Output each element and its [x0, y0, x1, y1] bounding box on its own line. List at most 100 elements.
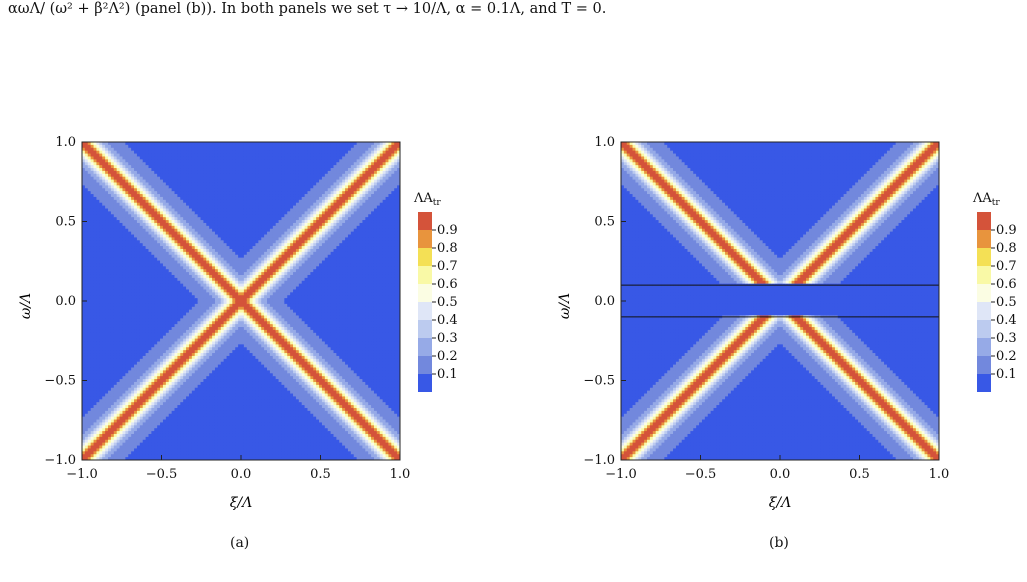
heatmap-cell [200, 251, 205, 256]
heatmap-cell [105, 165, 109, 169]
heatmap-cell [128, 159, 132, 163]
heatmap-cell [136, 407, 141, 412]
heatmap-cell [154, 162, 158, 166]
heatmap-cell [191, 240, 196, 244]
heatmap-cell [206, 142, 210, 146]
heatmap-cell [82, 153, 86, 158]
heatmap-cell [122, 199, 126, 204]
heatmap-cell [102, 165, 106, 169]
heatmap-cell [157, 199, 161, 204]
heatmap-cell [93, 286, 98, 291]
heatmap-cell [212, 240, 216, 244]
heatmap-cell [186, 347, 190, 351]
heatmap-cell [212, 263, 216, 267]
heatmap-cell [90, 162, 95, 166]
heatmap-cell [209, 436, 213, 441]
heatmap-cell [209, 355, 213, 360]
heatmap-cell [113, 390, 118, 395]
heatmap-cell [96, 329, 100, 334]
heatmap-cell [186, 355, 190, 360]
heatmap-cell [171, 393, 176, 397]
heatmap-cell [142, 185, 147, 189]
heatmap-cell [145, 144, 150, 149]
heatmap-cell [90, 217, 95, 221]
heatmap-cell [186, 211, 190, 215]
heatmap-cell [157, 228, 161, 233]
heatmap-cell [162, 448, 167, 452]
heatmap-cell [197, 376, 202, 380]
heatmap-cell [125, 425, 129, 429]
heatmap-cell [82, 315, 86, 319]
heatmap-cell [165, 422, 170, 426]
heatmap-cell [203, 416, 207, 421]
heatmap-cell [206, 234, 210, 238]
heatmap-cell [194, 240, 199, 244]
heatmap-cell [148, 341, 152, 345]
heatmap-cell [134, 410, 138, 415]
heatmap-cell [177, 231, 181, 236]
heatmap-cell [139, 312, 144, 317]
heatmap-cell [203, 433, 207, 438]
heatmap-cell [116, 214, 121, 218]
heatmap-cell [108, 217, 112, 221]
heatmap-cell [203, 208, 207, 212]
heatmap-cell [151, 303, 155, 308]
heatmap-cell [116, 248, 121, 253]
heatmap-cell [209, 292, 213, 296]
heatmap-cell [180, 315, 184, 319]
heatmap-cell [102, 150, 106, 155]
heatmap-cell [116, 188, 121, 192]
heatmap-cell [174, 303, 178, 308]
heatmap-cell [200, 266, 205, 270]
heatmap-cell [119, 422, 124, 426]
heatmap-cell [136, 327, 141, 331]
heatmap-cell [200, 170, 205, 175]
heatmap-cell [171, 410, 176, 415]
heatmap-cell [136, 381, 141, 386]
heatmap-cell [93, 298, 98, 302]
heatmap-cell [165, 309, 170, 314]
heatmap-cell [157, 373, 161, 377]
heatmap-cell [206, 367, 210, 371]
heatmap-cell [197, 413, 202, 418]
heatmap-cell [183, 422, 187, 426]
heatmap-cell [102, 454, 106, 458]
heatmap-cell [142, 274, 147, 279]
heatmap-cell [171, 445, 176, 450]
heatmap-cell [142, 358, 147, 363]
heatmap-cell [162, 361, 167, 366]
heatmap-cell [165, 358, 170, 363]
heatmap-cell [84, 144, 89, 149]
heatmap-cell [186, 231, 190, 236]
heatmap-cell [177, 303, 181, 308]
heatmap-cell [108, 361, 112, 366]
heatmap-cell [82, 405, 86, 409]
heatmap-cell [160, 269, 164, 273]
heatmap-cell [157, 237, 161, 241]
heatmap-cell [125, 283, 129, 288]
heatmap-cell [102, 387, 106, 392]
heatmap-cell [128, 425, 132, 429]
heatmap-cell [162, 202, 167, 207]
heatmap-cell [200, 179, 205, 184]
heatmap-cell [171, 413, 176, 418]
heatmap-cell [165, 225, 170, 230]
heatmap-cell [209, 445, 213, 450]
heatmap-cell [96, 324, 100, 328]
heatmap-cell [171, 457, 176, 460]
heatmap-cell [168, 274, 173, 279]
heatmap-cell [128, 194, 132, 198]
heatmap-cell [119, 358, 124, 363]
heatmap-cell [200, 188, 205, 192]
heatmap-cell [203, 312, 207, 317]
heatmap-cell [87, 295, 92, 299]
heatmap-cell [84, 162, 89, 166]
heatmap-cell [119, 274, 124, 279]
heatmap-cell [157, 222, 161, 227]
heatmap-cell [108, 222, 112, 227]
heatmap-cell [212, 170, 216, 175]
heatmap-cell [148, 272, 152, 276]
heatmap-cell [188, 289, 193, 293]
heatmap-cell [131, 260, 135, 265]
heatmap-cell [148, 367, 152, 371]
